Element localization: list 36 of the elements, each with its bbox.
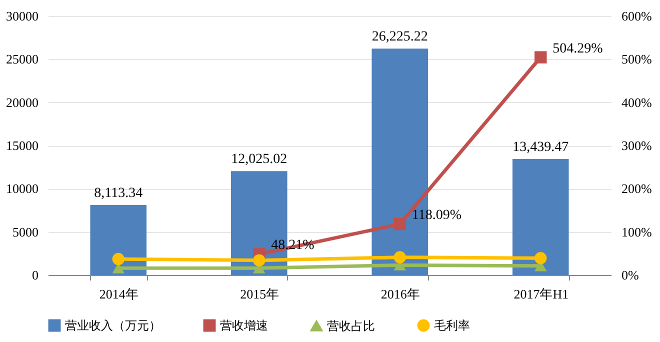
y2-tick-label: 0% (622, 268, 639, 282)
y2-tick-label: 400% (622, 94, 652, 110)
point (112, 252, 124, 266)
data-label: 48.21% (271, 238, 315, 254)
legend-label: 营业收入（万元） (65, 318, 161, 333)
x-tick-label: 2016年 (380, 286, 420, 302)
data-label: 504.29% (552, 41, 604, 56)
bar (512, 158, 569, 275)
x-tick-label: 2015年 (240, 286, 280, 302)
y-tick-label: 25000 (6, 52, 38, 67)
point (394, 251, 406, 264)
y2-tick-label: 600% (622, 8, 652, 24)
data-label: 26,225.22 (372, 30, 428, 45)
y2-tick-label: 200% (622, 181, 652, 196)
y2-tick-label: 100% (622, 224, 652, 240)
legend-label: 营收占比 (327, 318, 375, 333)
bar (90, 204, 147, 275)
y-tick-label: 15000 (6, 138, 38, 153)
data-label: 12,025.02 (231, 152, 288, 168)
point (253, 254, 266, 266)
point (534, 252, 547, 264)
data-label: 13,439.47 (512, 140, 569, 155)
y-tick-label: 20000 (6, 94, 38, 110)
y2-tick-label: 500% (622, 52, 652, 67)
x-tick-label: 2014年 (99, 286, 138, 302)
x-tick-label: 2017年H1 (514, 286, 569, 302)
legend-label: 毛利率 (434, 318, 470, 333)
point (534, 51, 547, 64)
legend-label: 营收增速 (220, 318, 268, 333)
y-tick-label: 0 (32, 268, 38, 282)
data-label: 8,113.34 (94, 186, 143, 201)
y-tick-label: 5000 (12, 224, 38, 240)
y-tick-label: 30000 (6, 8, 38, 24)
y2-tick-label: 300% (622, 138, 652, 153)
point (394, 218, 406, 230)
y-tick-label: 10000 (6, 181, 38, 196)
